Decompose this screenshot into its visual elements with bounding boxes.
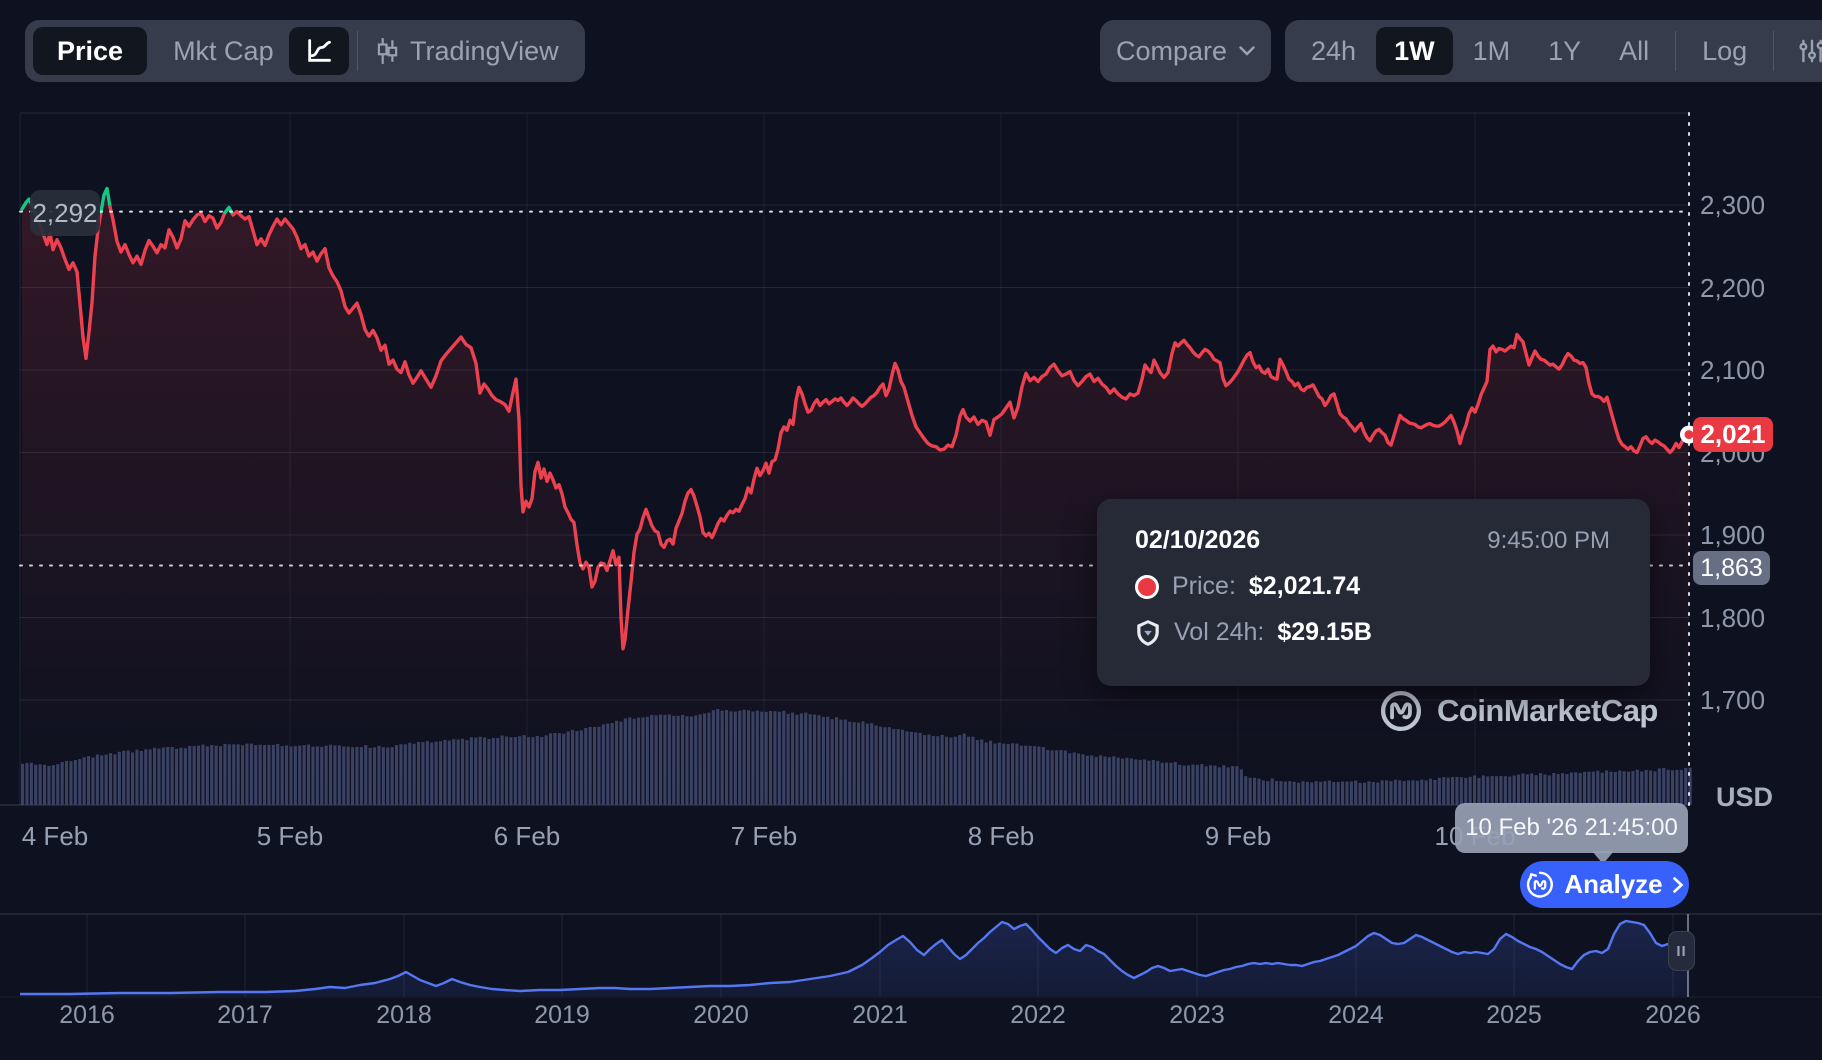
chart-view-toggle-group: TradingView	[281, 20, 585, 82]
x-axis-label: 8 Feb	[968, 822, 1035, 850]
x-axis-label: 7 Feb	[731, 822, 798, 850]
range-divider	[1675, 31, 1676, 71]
candlestick-icon	[374, 37, 400, 65]
chevron-right-icon	[1672, 876, 1684, 894]
crosshair-date-pill: 10 Feb '26 21:45:00	[1455, 803, 1688, 853]
tooltip-vol-label: Vol 24h:	[1174, 618, 1264, 647]
analyze-label: Analyze	[1564, 869, 1662, 900]
tradingview-label: TradingView	[410, 36, 559, 67]
range-24h[interactable]: 24h	[1293, 27, 1374, 75]
mktcap-tab[interactable]: Mkt Cap	[149, 27, 298, 75]
toggle-divider	[357, 31, 358, 71]
line-chart-icon	[305, 37, 333, 65]
y-axis-label: 2,300	[1700, 191, 1765, 219]
navigator-year-label: 2024	[1328, 1002, 1384, 1028]
tooltip-date: 02/10/2026	[1135, 526, 1260, 555]
compare-label: Compare	[1116, 36, 1227, 67]
y-axis-label: 1,800	[1700, 604, 1765, 632]
tooltip-price-value: $2,021.74	[1249, 572, 1360, 601]
range-selector-group: 24h 1W 1M 1Y All Log	[1285, 20, 1822, 82]
range-divider-2	[1773, 31, 1774, 71]
analyze-cmc-icon	[1525, 870, 1555, 900]
watermark: CoinMarketCap	[1378, 688, 1658, 734]
navigator-year-label: 2026	[1645, 1002, 1701, 1028]
x-axis-label: 9 Feb	[1205, 822, 1272, 850]
sliders-icon	[1798, 37, 1822, 65]
tooltip-price-label: Price:	[1172, 572, 1236, 601]
watermark-text: CoinMarketCap	[1437, 693, 1658, 729]
navigator-handle[interactable]: II	[1668, 931, 1695, 971]
range-1y[interactable]: 1Y	[1530, 27, 1599, 75]
tradingview-toggle[interactable]: TradingView	[366, 27, 577, 75]
compare-button[interactable]: Compare	[1100, 20, 1271, 82]
navigator-year-label: 2017	[217, 1002, 273, 1028]
currency-label: USD	[1716, 782, 1773, 813]
log-scale-toggle[interactable]: Log	[1684, 27, 1765, 75]
navigator-year-label: 2025	[1486, 1002, 1542, 1028]
analyze-button[interactable]: Analyze	[1520, 861, 1689, 908]
chart-tooltip: 02/10/2026 9:45:00 PM Price: $2,021.74 V…	[1097, 499, 1650, 686]
coinmarketcap-logo-icon	[1378, 688, 1424, 734]
shield-icon	[1135, 619, 1161, 647]
open-price-label: 2,292	[30, 190, 100, 236]
tooltip-time: 9:45:00 PM	[1487, 527, 1610, 555]
navigator-year-label: 2023	[1169, 1002, 1225, 1028]
range-1w[interactable]: 1W	[1376, 27, 1453, 75]
metric-toggle-group: Price Mkt Cap	[25, 20, 306, 82]
range-all[interactable]: All	[1601, 27, 1667, 75]
navigator-year-label: 2022	[1010, 1002, 1066, 1028]
navigator-year-label: 2020	[693, 1002, 749, 1028]
range-1m[interactable]: 1M	[1455, 27, 1529, 75]
chevron-down-icon	[1239, 46, 1255, 56]
tooltip-vol-value: $29.15B	[1277, 618, 1372, 647]
low-price-badge: 1,863	[1693, 551, 1770, 585]
price-tab[interactable]: Price	[33, 27, 147, 75]
navigator-year-label: 2019	[534, 1002, 590, 1028]
y-axis-label: 1,700	[1700, 686, 1765, 714]
y-axis-label: 2,100	[1700, 356, 1765, 384]
x-axis-label: 4 Feb	[22, 822, 89, 850]
chart-page: Price Mkt Cap TradingView Compare	[0, 0, 1822, 1060]
navigator-year-label: 2021	[852, 1002, 908, 1028]
x-axis-label: 5 Feb	[257, 822, 324, 850]
chart-settings-button[interactable]	[1782, 27, 1822, 75]
x-axis-label: 6 Feb	[494, 822, 561, 850]
y-axis-label: 2,200	[1700, 274, 1765, 302]
price-series-dot-icon	[1135, 575, 1159, 599]
line-chart-toggle[interactable]	[289, 27, 349, 75]
current-price-badge: 2,021	[1693, 417, 1773, 452]
navigator-year-label: 2016	[59, 1002, 115, 1028]
navigator-year-label: 2018	[376, 1002, 432, 1028]
y-axis-label: 1,900	[1700, 521, 1765, 549]
